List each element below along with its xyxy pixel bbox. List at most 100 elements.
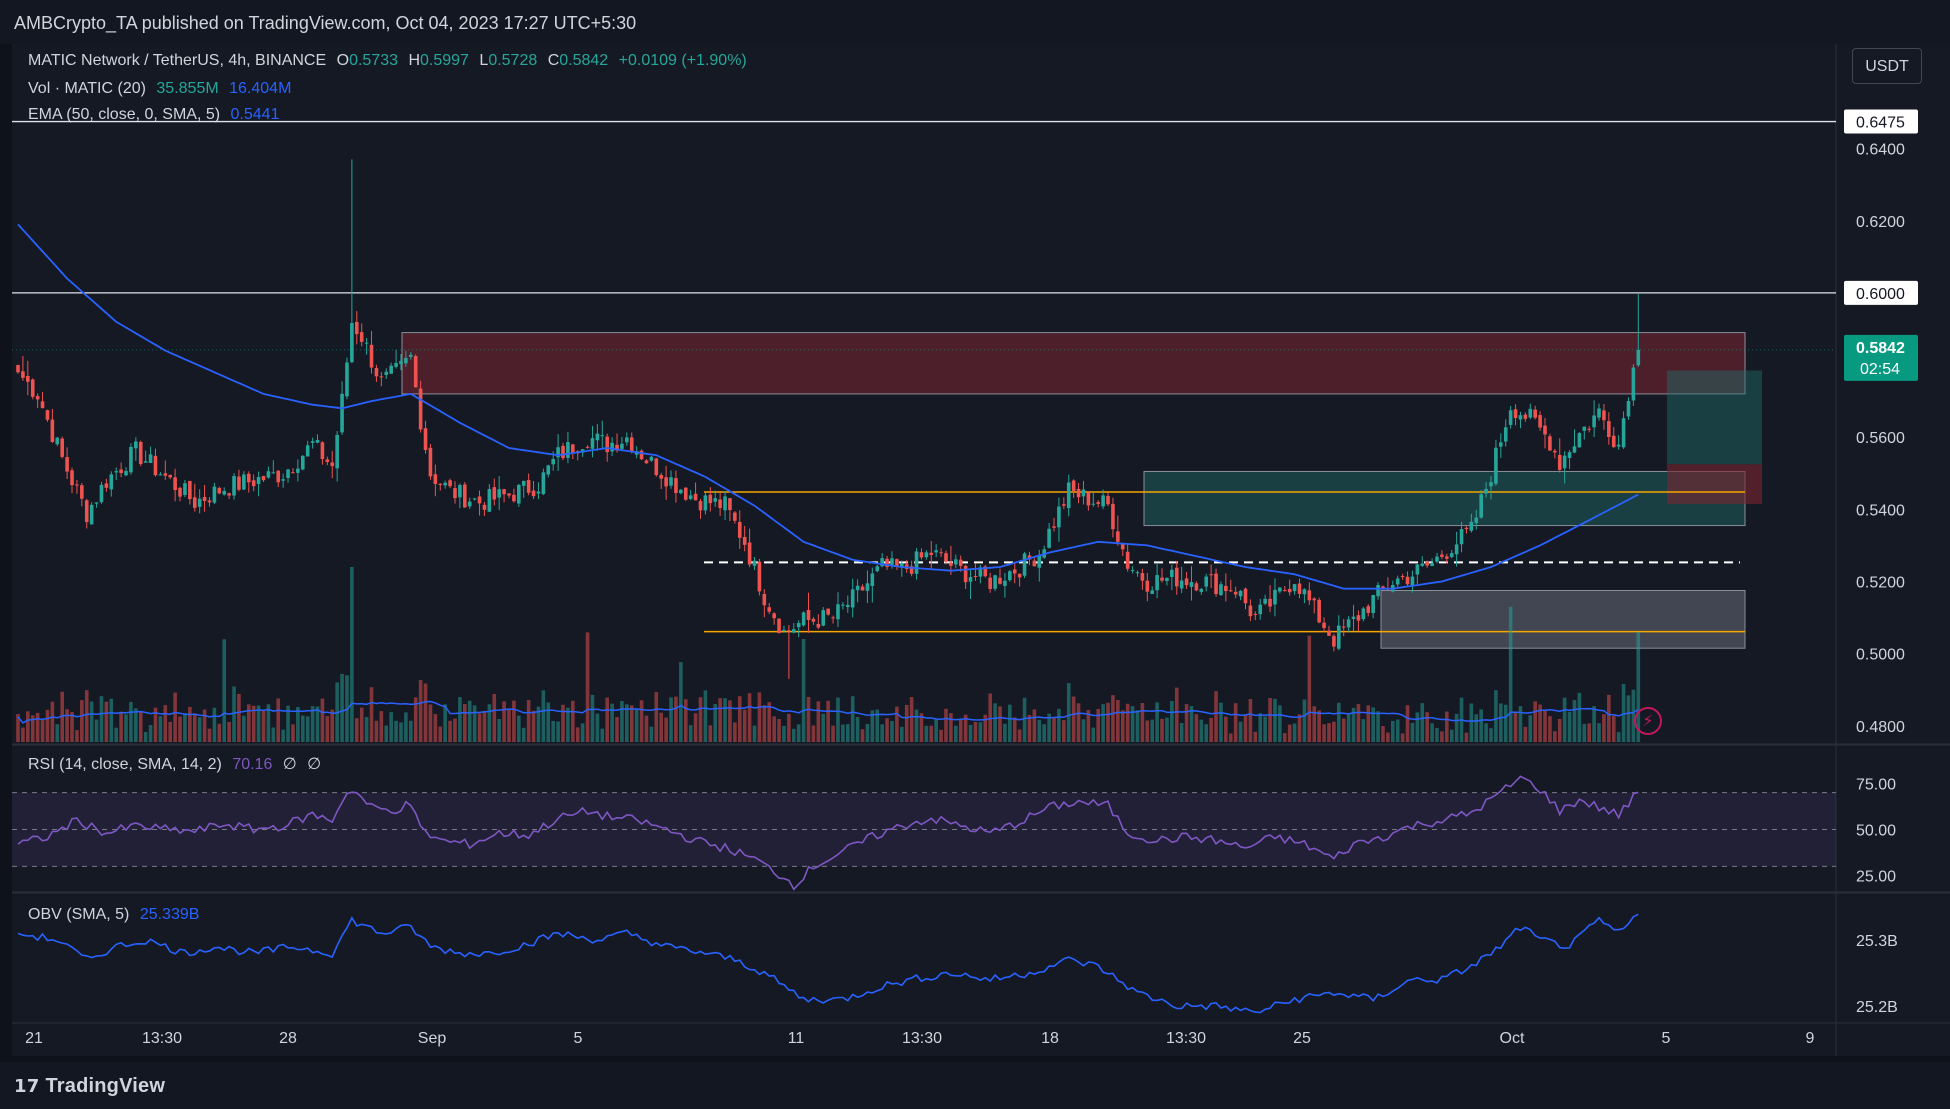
candle	[1253, 611, 1258, 621]
candle	[1292, 583, 1297, 595]
volume-bar	[772, 716, 776, 742]
volume-bar	[1194, 714, 1199, 742]
candle	[55, 436, 60, 447]
rsi-tick-label: 50.00	[1856, 823, 1896, 840]
volume-bar	[1317, 710, 1321, 742]
candle	[649, 455, 654, 462]
candle	[1572, 429, 1577, 454]
volume-bar	[305, 716, 310, 742]
volume-bar	[1381, 726, 1385, 742]
candle	[718, 493, 722, 516]
volume-bar	[1464, 732, 1469, 742]
candle	[364, 338, 369, 355]
chart-area[interactable]: 0.64750.60000.584202:540.66000.64000.620…	[12, 44, 1950, 1056]
candle	[315, 434, 320, 444]
volume-bar	[1420, 703, 1425, 742]
volume-bar	[237, 693, 241, 742]
candle-body	[443, 482, 447, 486]
candle-body	[1027, 555, 1032, 560]
tradingview-mark-icon: 17	[14, 1076, 40, 1097]
volume-bar	[620, 700, 624, 742]
candle	[21, 356, 25, 381]
candle-body	[850, 589, 855, 608]
candle-body	[271, 472, 276, 474]
candle	[1459, 522, 1464, 553]
volume-bar	[860, 729, 865, 742]
candle	[399, 354, 403, 371]
volume-bar	[409, 720, 413, 742]
volume-bar	[1263, 716, 1267, 742]
candle	[1120, 543, 1125, 556]
volume-bar	[993, 703, 997, 742]
candle	[80, 483, 84, 507]
candle-body	[674, 478, 678, 494]
candle	[276, 470, 281, 488]
candle	[1587, 426, 1591, 433]
candle-body	[1410, 576, 1415, 587]
currency-button[interactable]: USDT	[1852, 48, 1922, 84]
candle	[1052, 517, 1056, 532]
candle	[45, 409, 50, 422]
candle-body	[1494, 447, 1498, 484]
candle	[1361, 606, 1366, 622]
candle-body	[1405, 576, 1410, 585]
demand-zone-lower	[1380, 589, 1746, 649]
volume-bar	[988, 693, 992, 742]
candle	[335, 431, 339, 482]
candle	[217, 486, 222, 495]
volume-bar	[517, 715, 521, 742]
candle	[521, 480, 526, 498]
candle	[1243, 587, 1248, 610]
candle	[266, 466, 271, 479]
candle	[1356, 610, 1361, 631]
volume-bar	[1611, 715, 1616, 742]
volume-bar	[909, 697, 914, 742]
volume-bar	[1008, 704, 1012, 742]
candle-body	[909, 566, 914, 574]
obv-label: OBV (SMA, 5)	[28, 906, 130, 923]
candle-body	[968, 577, 973, 582]
close-value: 0.5842	[559, 52, 609, 69]
candle-body	[983, 566, 988, 577]
candle	[1189, 566, 1194, 601]
volume-bar	[1125, 703, 1130, 742]
volume-bar	[423, 683, 428, 742]
volume-bar	[364, 716, 369, 742]
candle	[30, 378, 35, 400]
candle	[1440, 550, 1444, 560]
close-label: C	[547, 52, 560, 69]
candle	[404, 350, 408, 367]
candle	[472, 497, 477, 501]
volume-bar	[1376, 711, 1380, 742]
candle	[1273, 578, 1277, 617]
rsi-line	[17, 775, 1639, 891]
candle-body	[463, 484, 467, 508]
volume-bar	[1012, 717, 1017, 742]
candle	[1017, 573, 1022, 587]
volume-bar	[1179, 723, 1184, 742]
time-tick-label: 21	[25, 1030, 43, 1047]
lightning-icon[interactable]: ⚡	[1634, 707, 1662, 735]
candle-body	[35, 396, 40, 400]
candle	[723, 491, 727, 520]
candle	[1086, 491, 1091, 511]
candle-body	[1587, 428, 1591, 430]
candle-body	[281, 479, 285, 481]
tradingview-logo[interactable]: 17 TradingView	[14, 1075, 165, 1098]
candle-body	[1219, 584, 1223, 596]
candle-body	[929, 552, 934, 555]
candle	[1602, 403, 1606, 430]
volume-bar	[629, 705, 634, 742]
price-chart-svg[interactable]: 0.64750.60000.584202:540.66000.64000.620…	[12, 44, 1950, 1056]
volume-bar	[1346, 714, 1351, 742]
candle	[1076, 482, 1081, 504]
volume-bar	[173, 692, 177, 742]
low-label: L	[479, 52, 489, 69]
volume-bar	[1248, 699, 1253, 742]
candle-body	[1381, 586, 1385, 589]
candle-body	[143, 461, 148, 463]
volume-label: Vol · MATIC (20)	[28, 80, 146, 97]
candle-body	[811, 618, 816, 622]
volume-bar	[1469, 703, 1474, 742]
candle	[305, 440, 310, 457]
